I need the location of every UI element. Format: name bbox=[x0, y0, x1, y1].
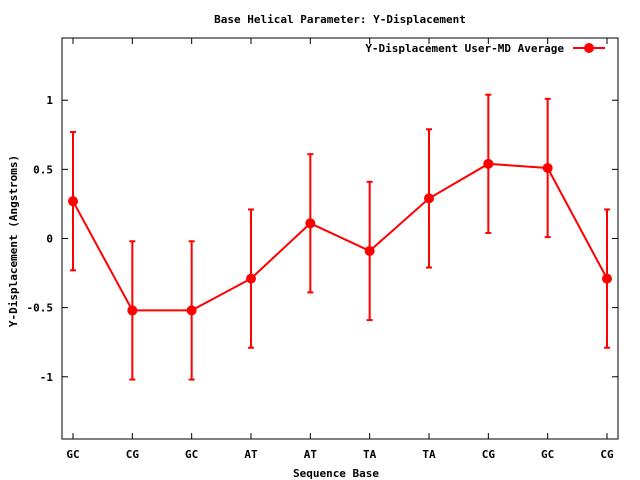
x-tick-label: AT bbox=[244, 448, 258, 461]
chart-title: Base Helical Parameter: Y-Displacement bbox=[214, 13, 466, 26]
data-point bbox=[602, 273, 612, 284]
data-point bbox=[246, 273, 256, 284]
data-point bbox=[127, 305, 138, 316]
x-tick-label: GC bbox=[185, 448, 198, 461]
y-tick-label: -1 bbox=[40, 371, 54, 384]
y-tick-label: 0 bbox=[46, 233, 53, 246]
data-point bbox=[542, 162, 553, 173]
x-tick-label: AT bbox=[304, 448, 318, 461]
x-tick-label: CG bbox=[126, 448, 140, 461]
x-tick-label: TA bbox=[363, 448, 377, 461]
y-tick-label: 1 bbox=[46, 94, 53, 107]
legend-label: Y-Displacement User-MD Average bbox=[365, 42, 564, 55]
y-tick-label: -0.5 bbox=[27, 302, 54, 315]
legend: Y-Displacement User-MD Average bbox=[365, 42, 605, 55]
y-axis-label: Y-Displacement (Angstroms) bbox=[7, 155, 20, 327]
x-tick-label: GC bbox=[541, 448, 554, 461]
y-tick-label: 0.5 bbox=[33, 163, 53, 176]
data-point bbox=[186, 305, 197, 316]
series-line bbox=[72, 162, 608, 312]
data-point bbox=[68, 196, 78, 207]
legend-marker bbox=[584, 43, 594, 53]
data-point bbox=[424, 193, 434, 204]
x-tick-label: TA bbox=[422, 448, 436, 461]
x-tick-label: CG bbox=[600, 448, 614, 461]
y-axis: -1 -0.5 0 0.5 1 bbox=[27, 94, 618, 384]
data-point bbox=[364, 245, 375, 256]
plot-frame bbox=[61, 37, 619, 440]
series-layer bbox=[68, 93, 612, 381]
data-point bbox=[305, 218, 316, 229]
x-axis: GC CG GC AT AT TA TA CG GC CG bbox=[66, 38, 614, 461]
x-tick-label: GC bbox=[66, 448, 79, 461]
x-axis-label: Sequence Base bbox=[293, 467, 379, 480]
data-point bbox=[483, 158, 494, 169]
x-tick-label: CG bbox=[482, 448, 496, 461]
